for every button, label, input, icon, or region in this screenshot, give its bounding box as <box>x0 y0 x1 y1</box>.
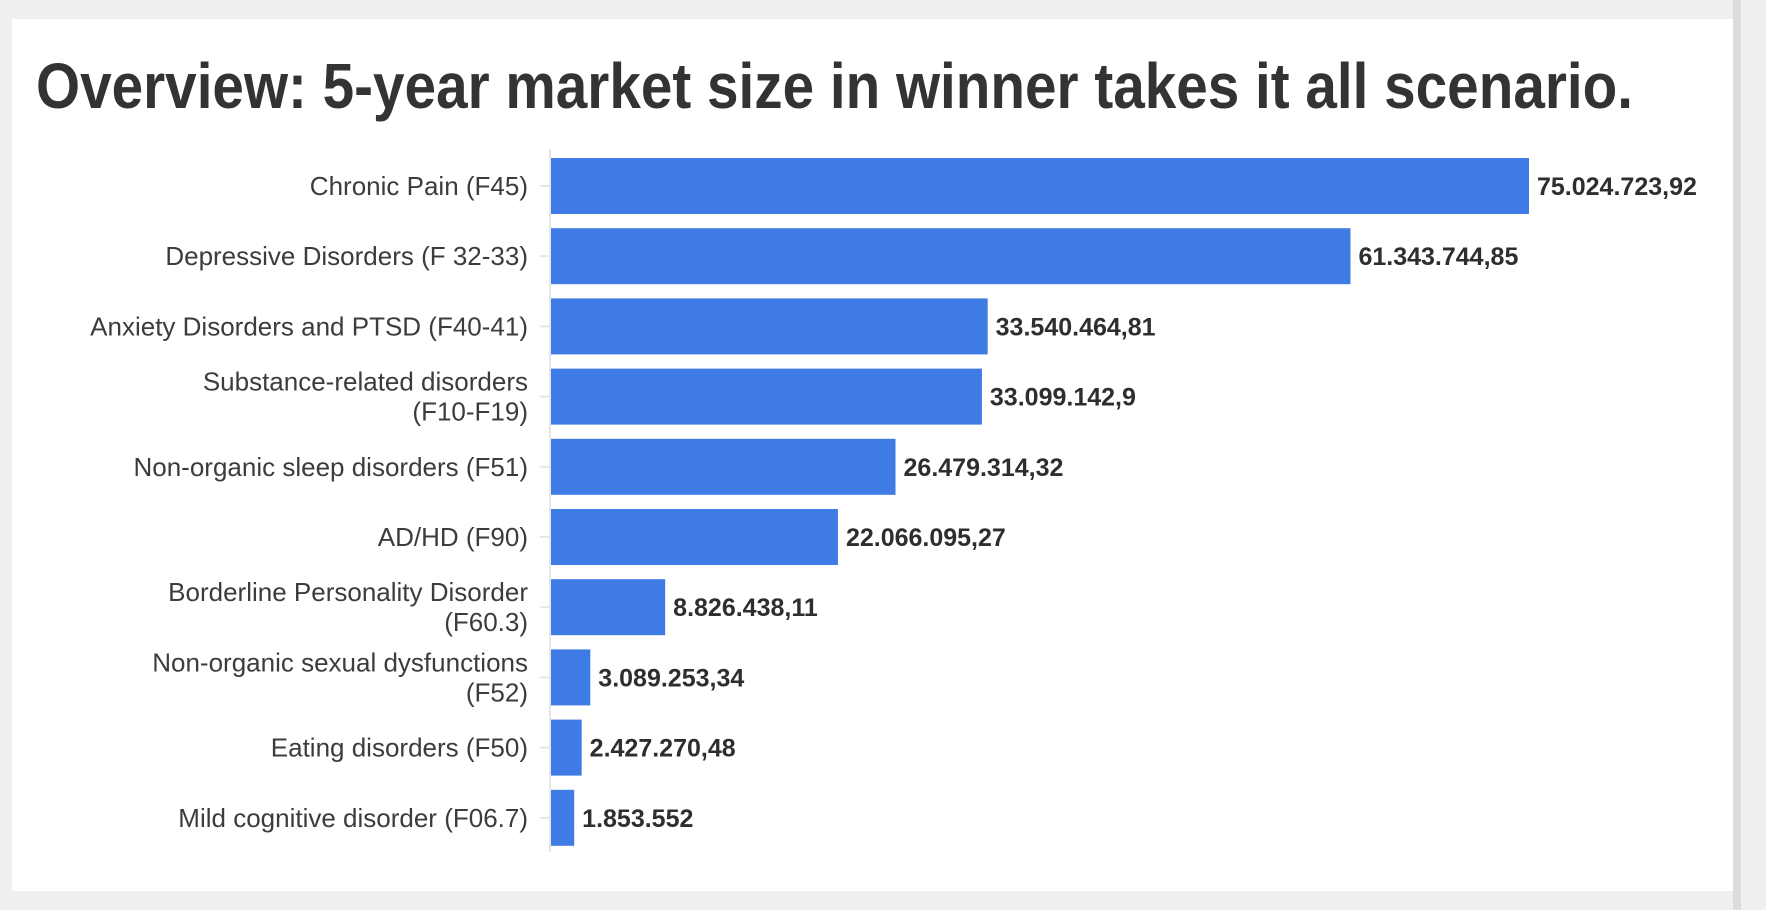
category-label: Mild cognitive disorder (F06.7) <box>178 803 528 833</box>
value-label: 3.089.253,34 <box>598 664 744 692</box>
category-label: (F10-F19) <box>412 397 528 427</box>
scrollbar-track[interactable] <box>1733 0 1741 910</box>
bar <box>551 228 1351 285</box>
bar <box>551 509 838 565</box>
category-label: (F52) <box>466 677 528 707</box>
bar <box>551 789 575 846</box>
category-label: Chronic Pain (F45) <box>310 171 528 201</box>
bar <box>551 719 582 776</box>
bar <box>551 368 982 425</box>
category-label: Depressive Disorders (F 32-33) <box>165 241 528 271</box>
value-label: 61.343.744,85 <box>1358 243 1518 271</box>
category-label: Eating disorders (F50) <box>271 733 528 763</box>
category-label: Non-organic sleep disorders (F51) <box>133 452 528 482</box>
category-label: Non-organic sexual dysfunctions <box>152 647 528 677</box>
bar <box>551 579 666 636</box>
value-label: 33.099.142,9 <box>990 384 1136 412</box>
value-label: 22.066.095,27 <box>846 524 1006 552</box>
value-label: 26.479.314,32 <box>904 454 1064 482</box>
category-label: Anxiety Disorders and PTSD (F40-41) <box>90 311 528 341</box>
category-label: AD/HD (F90) <box>378 522 528 552</box>
category-label: Substance-related disorders <box>203 367 528 397</box>
value-label: 8.826.438,11 <box>673 594 818 622</box>
value-label: 1.853.552 <box>582 805 693 833</box>
category-label: (F60.3) <box>444 607 528 637</box>
bar <box>551 649 591 706</box>
bar <box>551 298 988 355</box>
chart-title: Overview: 5-year market size in winner t… <box>36 50 1633 122</box>
value-label: 2.427.270,48 <box>590 735 736 763</box>
value-label: 33.540.464,81 <box>996 313 1156 341</box>
bar <box>551 438 896 495</box>
value-label: 75.024.723,92 <box>1537 173 1697 201</box>
bar <box>551 158 1529 214</box>
category-label: Borderline Personality Disorder <box>168 577 528 607</box>
